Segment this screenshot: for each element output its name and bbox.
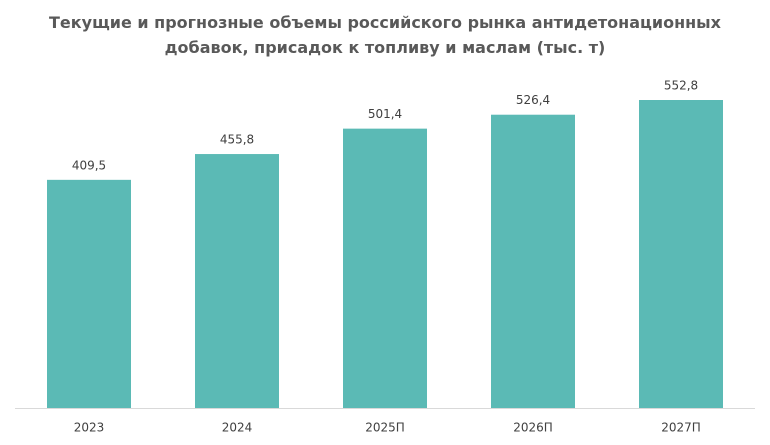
x-tick-label: 2027П	[661, 421, 701, 435]
bar	[639, 100, 723, 408]
value-label: 552,8	[664, 79, 698, 93]
bar	[195, 154, 279, 408]
x-tick-label: 2025П	[365, 421, 405, 435]
chart-title: Текущие и прогнозные объемы российского …	[49, 13, 721, 57]
x-tick-label: 2023	[74, 421, 105, 435]
bar	[491, 114, 575, 409]
bar	[343, 128, 427, 409]
value-label: 409,5	[72, 158, 106, 172]
value-label: 526,4	[516, 93, 550, 107]
value-label: 501,4	[368, 107, 402, 121]
value-label: 455,8	[220, 133, 254, 147]
bar	[47, 179, 131, 408]
x-tick-label: 2024	[222, 421, 253, 435]
x-tick-label: 2026П	[513, 421, 553, 435]
